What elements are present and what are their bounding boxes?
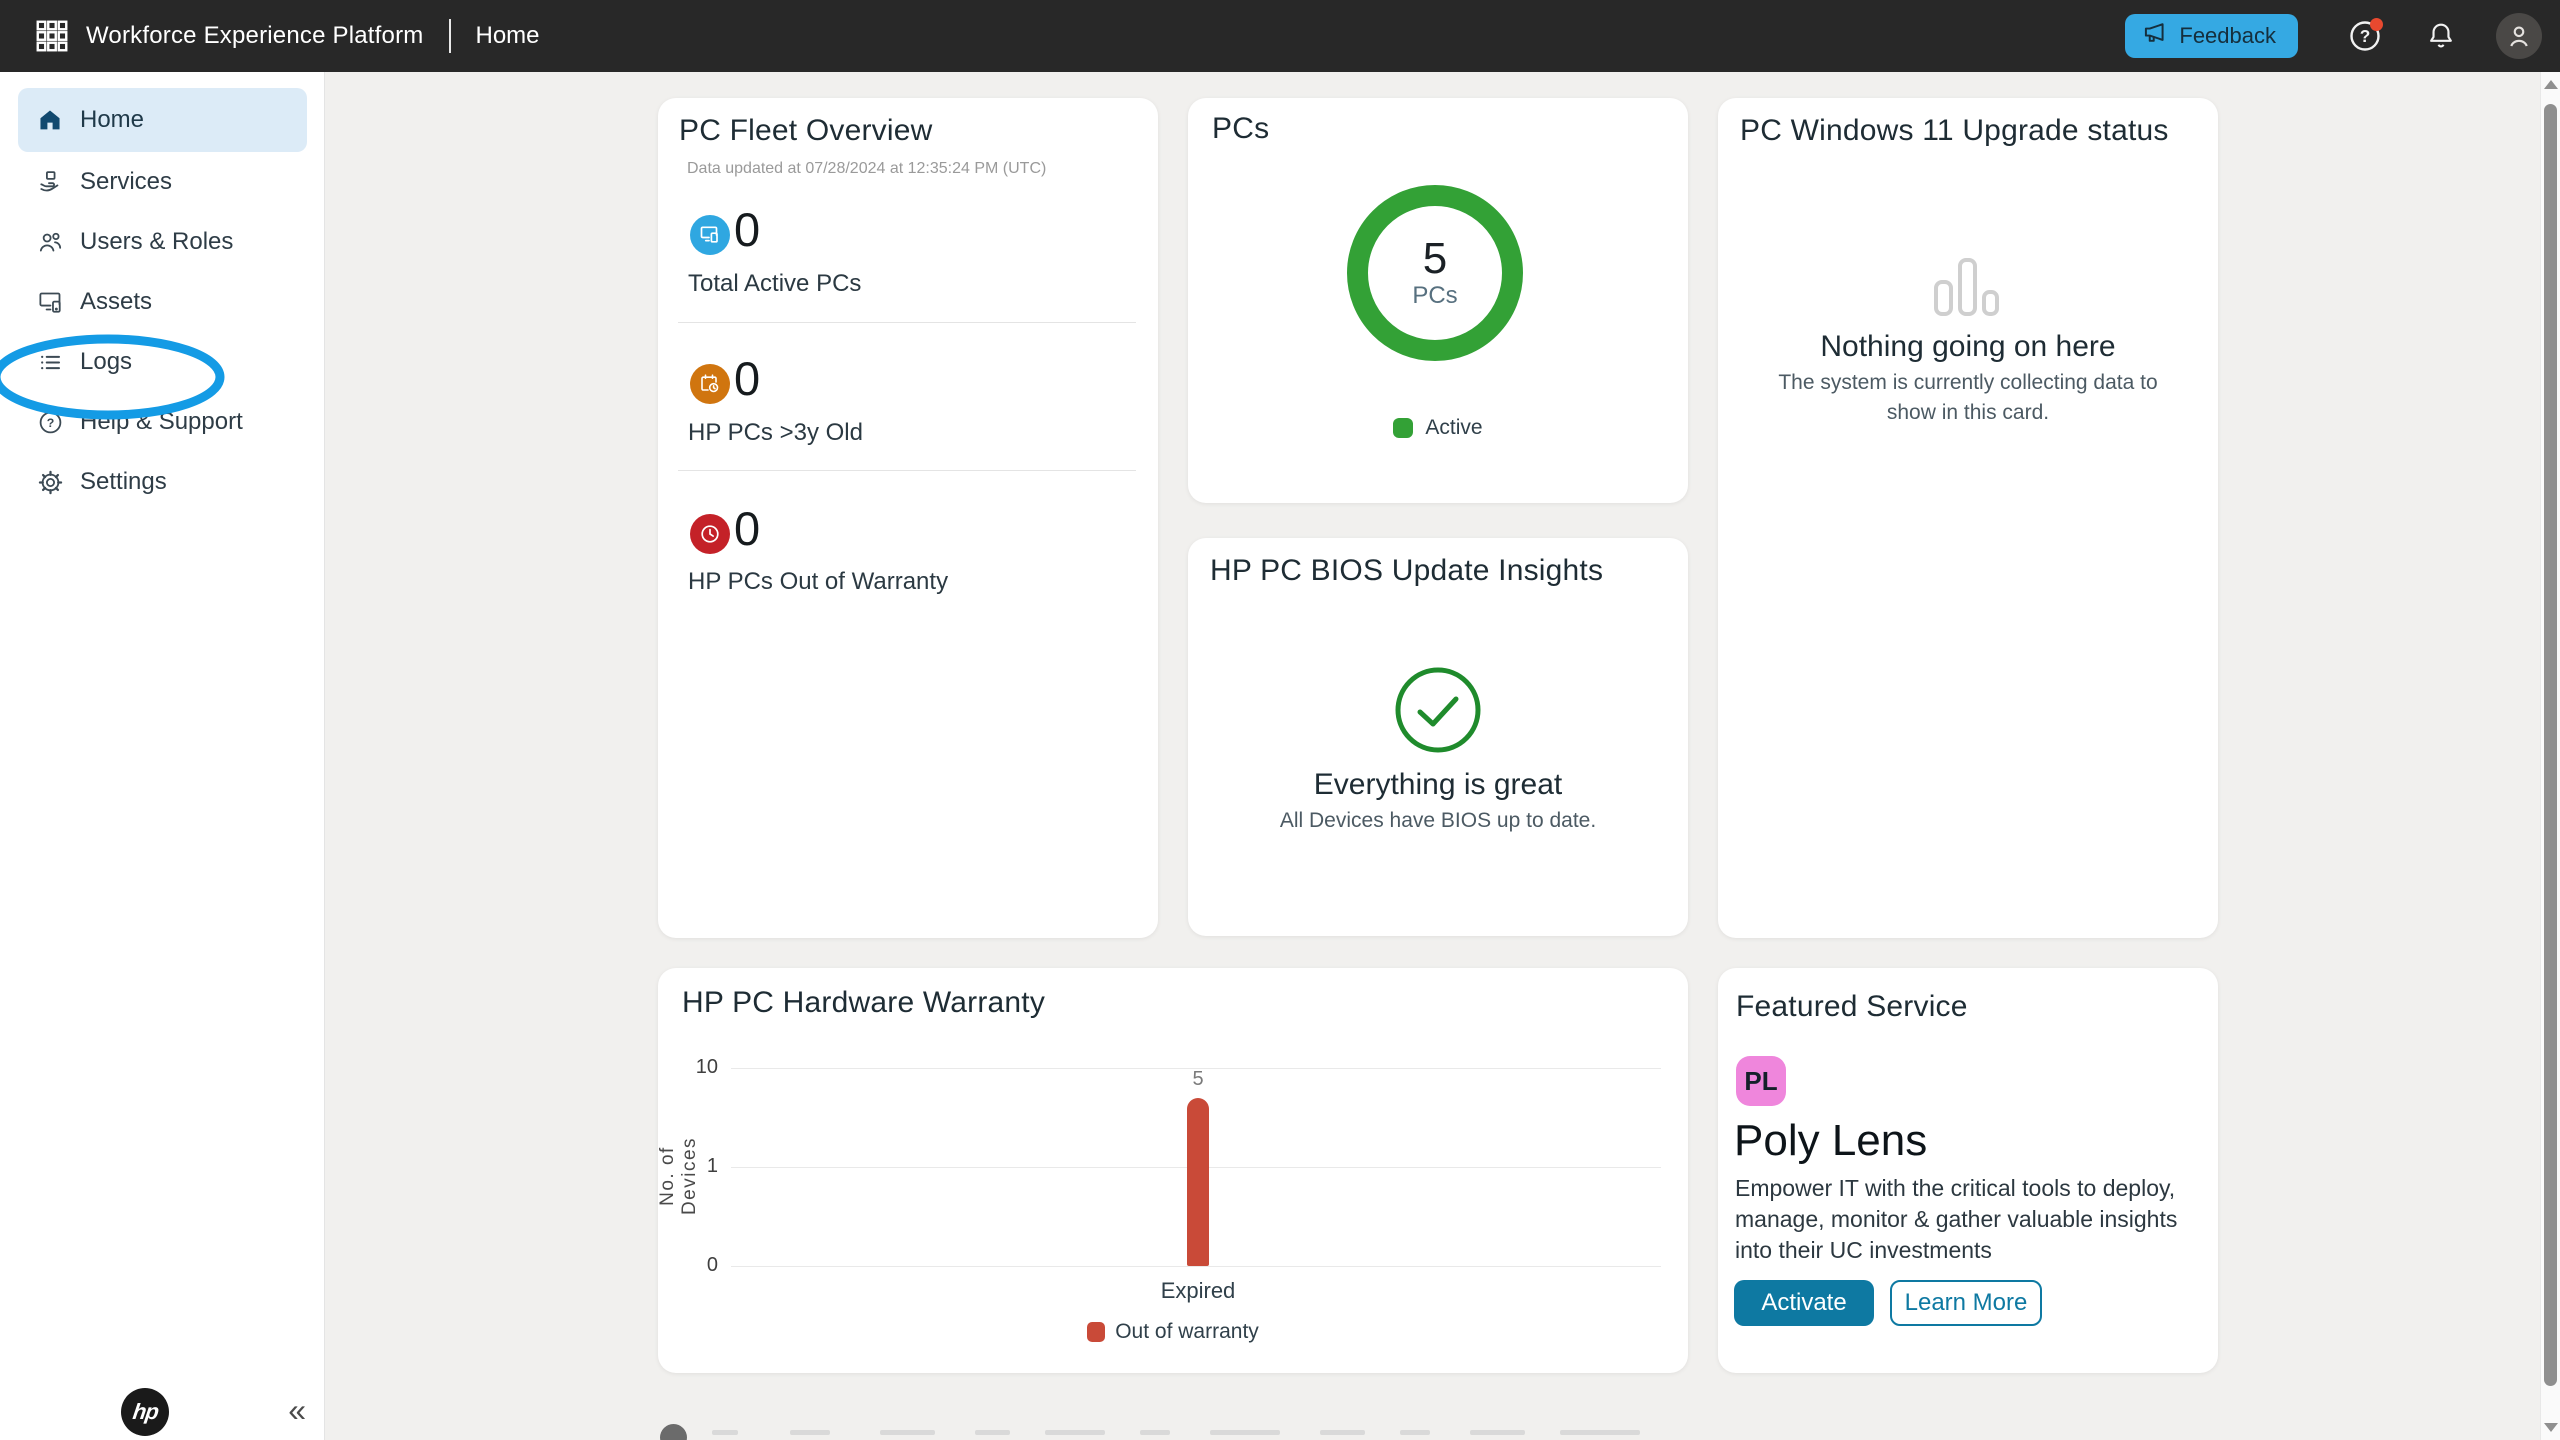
metric-label: HP PCs Out of Warranty bbox=[688, 568, 948, 596]
card-bios-update-insights: HP PC BIOS Update Insights Everything is… bbox=[1188, 538, 1688, 936]
brand-title: Workforce Experience Platform bbox=[86, 22, 423, 50]
metric-value: 0 bbox=[734, 204, 760, 256]
donut-unit: PCs bbox=[1412, 282, 1457, 310]
card-hardware-warranty: HP PC Hardware Warranty No. of Devices 1… bbox=[658, 968, 1688, 1373]
legend-swatch-active bbox=[1393, 418, 1413, 438]
y-tick: 10 bbox=[666, 1056, 718, 1079]
cutoff-text-fragment bbox=[712, 1430, 738, 1435]
cutoff-info-icon bbox=[660, 1424, 687, 1440]
status-text: All Devices have BIOS up to date. bbox=[1280, 806, 1596, 836]
header-divider bbox=[449, 19, 451, 53]
services-icon bbox=[36, 168, 64, 196]
card-title: HP PC BIOS Update Insights bbox=[1210, 554, 1603, 588]
service-description: Empower IT with the critical tools to de… bbox=[1735, 1173, 2200, 1266]
divider bbox=[678, 322, 1136, 323]
svg-text:?: ? bbox=[46, 416, 54, 430]
card-featured-service: Featured Service PL Poly Lens Empower IT… bbox=[1718, 968, 2218, 1373]
warranty-bar bbox=[1187, 1098, 1209, 1266]
sidebar-item-settings[interactable]: Settings bbox=[0, 452, 324, 512]
gridline-0 bbox=[731, 1266, 1661, 1267]
empty-bar-chart-icon bbox=[1932, 258, 2004, 316]
cutoff-text-fragment bbox=[1560, 1430, 1640, 1435]
sidebar-item-help-support[interactable]: ? Help & Support bbox=[0, 392, 324, 452]
cutoff-text-fragment bbox=[880, 1430, 935, 1435]
cutoff-text-fragment bbox=[1045, 1430, 1105, 1435]
cutoff-text-fragment bbox=[1400, 1430, 1430, 1435]
top-bar: Workforce Experience Platform Home Feedb… bbox=[0, 0, 2560, 72]
sidebar-item-assets[interactable]: Assets bbox=[0, 272, 324, 332]
cutoff-text-fragment bbox=[1210, 1430, 1280, 1435]
legend-label-out-of-warranty[interactable]: Out of warranty bbox=[1115, 1320, 1259, 1344]
empty-state-text: The system is currently collecting data … bbox=[1753, 368, 2183, 428]
card-pc-fleet-overview: PC Fleet Overview Data updated at 07/28/… bbox=[658, 98, 1158, 938]
users-roles-icon bbox=[36, 228, 64, 256]
scrollbar-down-arrow[interactable] bbox=[2544, 1423, 2558, 1432]
hp-logo: hp bbox=[121, 1388, 169, 1436]
cutoff-text-fragment bbox=[1140, 1430, 1170, 1435]
card-title: PC Windows 11 Upgrade status bbox=[1740, 114, 2169, 148]
donut-value: 5 bbox=[1423, 236, 1447, 282]
sidebar-item-users-roles[interactable]: Users & Roles bbox=[0, 212, 324, 272]
metric-value: 0 bbox=[734, 503, 760, 555]
scrollbar-thumb[interactable] bbox=[2544, 104, 2557, 1386]
empty-state-title: Nothing going on here bbox=[1820, 330, 2115, 364]
metric-value: 0 bbox=[734, 353, 760, 405]
legend-swatch-out-of-warranty bbox=[1087, 1322, 1105, 1342]
notification-dot bbox=[2370, 18, 2383, 31]
legend-label-active[interactable]: Active bbox=[1425, 416, 1482, 440]
clock-icon bbox=[690, 514, 730, 554]
cutoff-text-fragment bbox=[1320, 1430, 1365, 1435]
notifications-bell-icon[interactable] bbox=[2422, 17, 2460, 55]
poly-lens-badge: PL bbox=[1736, 1056, 1786, 1106]
assets-icon bbox=[36, 288, 64, 316]
feedback-button[interactable]: Feedback bbox=[2125, 14, 2298, 58]
cutoff-text-fragment bbox=[790, 1430, 830, 1435]
sidebar-item-logs[interactable]: Logs bbox=[0, 332, 324, 392]
sidebar-collapse-button[interactable]: « bbox=[288, 1394, 306, 1426]
sidebar-item-services[interactable]: Services bbox=[0, 152, 324, 212]
warranty-legend: Out of warranty bbox=[658, 1320, 1688, 1344]
devices-icon bbox=[690, 215, 730, 255]
card-title: PCs bbox=[1212, 112, 1269, 146]
megaphone-icon bbox=[2141, 19, 2169, 53]
card-title: PC Fleet Overview bbox=[679, 114, 932, 148]
page-title: Home bbox=[475, 22, 539, 50]
check-circle-icon bbox=[1392, 664, 1484, 756]
logs-icon bbox=[36, 348, 64, 376]
card-windows11-upgrade-status: PC Windows 11 Upgrade status Nothing goi… bbox=[1718, 98, 2218, 938]
help-button[interactable]: ? bbox=[2346, 17, 2384, 55]
user-avatar[interactable] bbox=[2496, 13, 2542, 59]
sidebar-item-home[interactable]: Home bbox=[18, 88, 307, 152]
y-tick: 1 bbox=[666, 1155, 718, 1178]
settings-gear-icon bbox=[36, 468, 64, 496]
home-icon bbox=[36, 106, 64, 134]
app-launcher-icon[interactable] bbox=[30, 14, 74, 58]
bar-value-label: 5 bbox=[1153, 1068, 1243, 1091]
sidebar: Home Services Users & Rol bbox=[0, 72, 325, 1440]
x-category-label: Expired bbox=[1108, 1278, 1288, 1304]
page-scrollbar bbox=[2540, 72, 2560, 1440]
cutoff-text-fragment bbox=[975, 1430, 1010, 1435]
card-title: HP PC Hardware Warranty bbox=[682, 986, 1045, 1020]
card-pcs: PCs 5 PCs Active bbox=[1188, 98, 1688, 503]
status-title: Everything is great bbox=[1314, 768, 1562, 802]
card-title: Featured Service bbox=[1736, 990, 1968, 1024]
svg-text:?: ? bbox=[2360, 26, 2371, 46]
learn-more-button[interactable]: Learn More bbox=[1890, 1280, 2042, 1326]
scrollbar-up-arrow[interactable] bbox=[2544, 80, 2558, 89]
metric-label: HP PCs >3y Old bbox=[688, 419, 863, 447]
activate-button[interactable]: Activate bbox=[1734, 1280, 1874, 1326]
help-circle-icon: ? bbox=[36, 408, 64, 436]
calendar-clock-icon bbox=[690, 364, 730, 404]
divider bbox=[678, 470, 1136, 471]
metric-label: Total Active PCs bbox=[688, 270, 861, 298]
cutoff-text-fragment bbox=[1470, 1430, 1525, 1435]
y-tick: 0 bbox=[666, 1254, 718, 1277]
bios-status bbox=[1188, 664, 1688, 756]
service-name: Poly Lens bbox=[1734, 1116, 1927, 1166]
donut-legend: Active bbox=[1188, 416, 1688, 440]
donut-center: 5 PCs bbox=[1347, 185, 1523, 361]
data-updated-timestamp: Data updated at 07/28/2024 at 12:35:24 P… bbox=[687, 160, 1046, 178]
